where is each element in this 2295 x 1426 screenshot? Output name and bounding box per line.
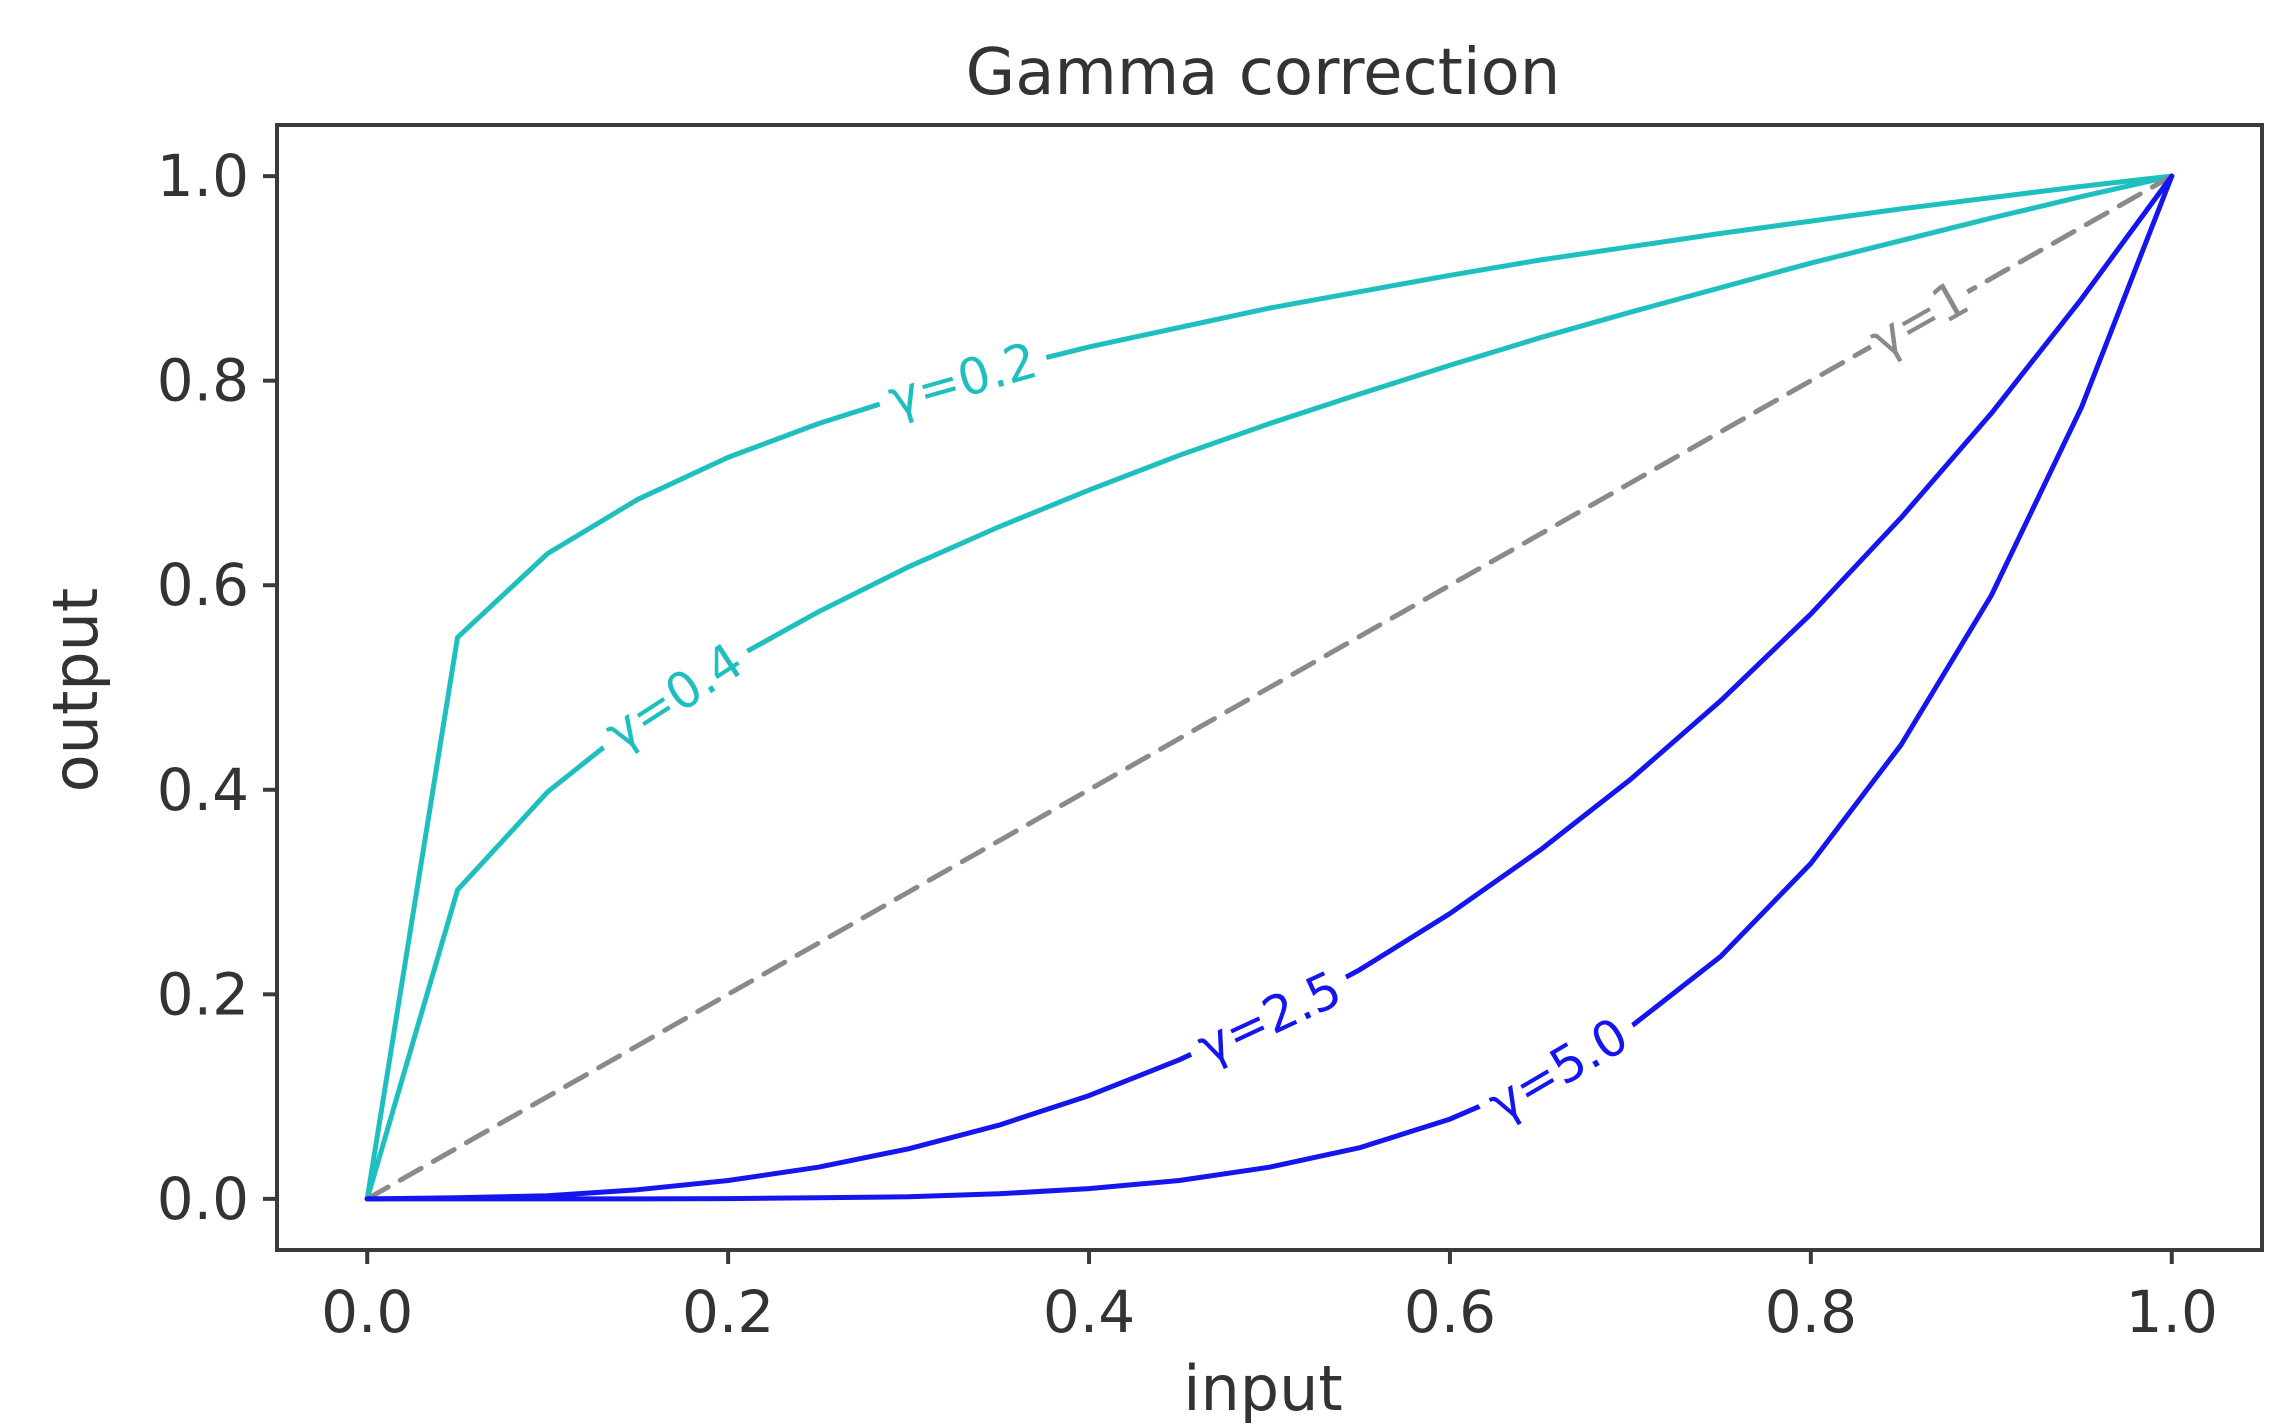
series-label: γ=5.0 (1468, 999, 1648, 1140)
series-label-text: γ=0.4 (595, 632, 753, 763)
series-label-text: γ=2.5 (1189, 960, 1350, 1076)
series-label: γ=0.2 (871, 327, 1055, 433)
x-axis-ticks: 0.0 0.2 0.4 0.6 0.8 1.0 (321, 1250, 2218, 1346)
series-label-text: γ=0.2 (882, 331, 1043, 428)
y-tick-label: 1.0 (157, 142, 249, 210)
x-tick-label: 0.0 (321, 1278, 413, 1346)
y-tick-label: 0.6 (157, 551, 249, 619)
series-label: γ=2.5 (1178, 954, 1361, 1082)
series-label-background (1468, 999, 1648, 1140)
y-tick-label: 0.0 (157, 1165, 249, 1233)
series-label: γ=0.4 (585, 624, 763, 770)
curves: γ=0.2 γ=0.4 γ=1 γ=2.5 γ=5.0 (364, 173, 2175, 1202)
series-label: γ=1 (1856, 265, 1983, 373)
x-axis-label: input (1183, 1352, 1342, 1425)
series-line (364, 173, 2175, 1202)
series-label-background (585, 624, 763, 770)
y-tick-label: 0.8 (157, 347, 249, 415)
y-tick-label: 0.4 (157, 756, 249, 824)
series-label-background (871, 327, 1055, 433)
y-tick-label: 0.2 (157, 960, 249, 1028)
plot-area (275, 123, 2264, 1252)
plot-frame (275, 123, 2264, 1252)
x-tick-label: 0.2 (682, 1278, 774, 1346)
series-label-background (1856, 265, 1983, 373)
series-line (364, 173, 2175, 1202)
y-axis-ticks: 0.0 0.2 0.4 0.6 0.8 1.0 (157, 142, 277, 1233)
x-tick-label: 0.6 (1404, 1278, 1496, 1346)
series-label-text: γ=5.0 (1478, 1006, 1638, 1133)
y-axis-label: output (39, 588, 112, 793)
chart-title: Gamma correction (966, 36, 1561, 110)
series-label-background (1178, 954, 1361, 1082)
x-tick-label: 0.4 (1043, 1278, 1135, 1346)
x-tick-label: 0.8 (1765, 1278, 1857, 1346)
x-tick-label: 1.0 (2126, 1278, 2218, 1346)
